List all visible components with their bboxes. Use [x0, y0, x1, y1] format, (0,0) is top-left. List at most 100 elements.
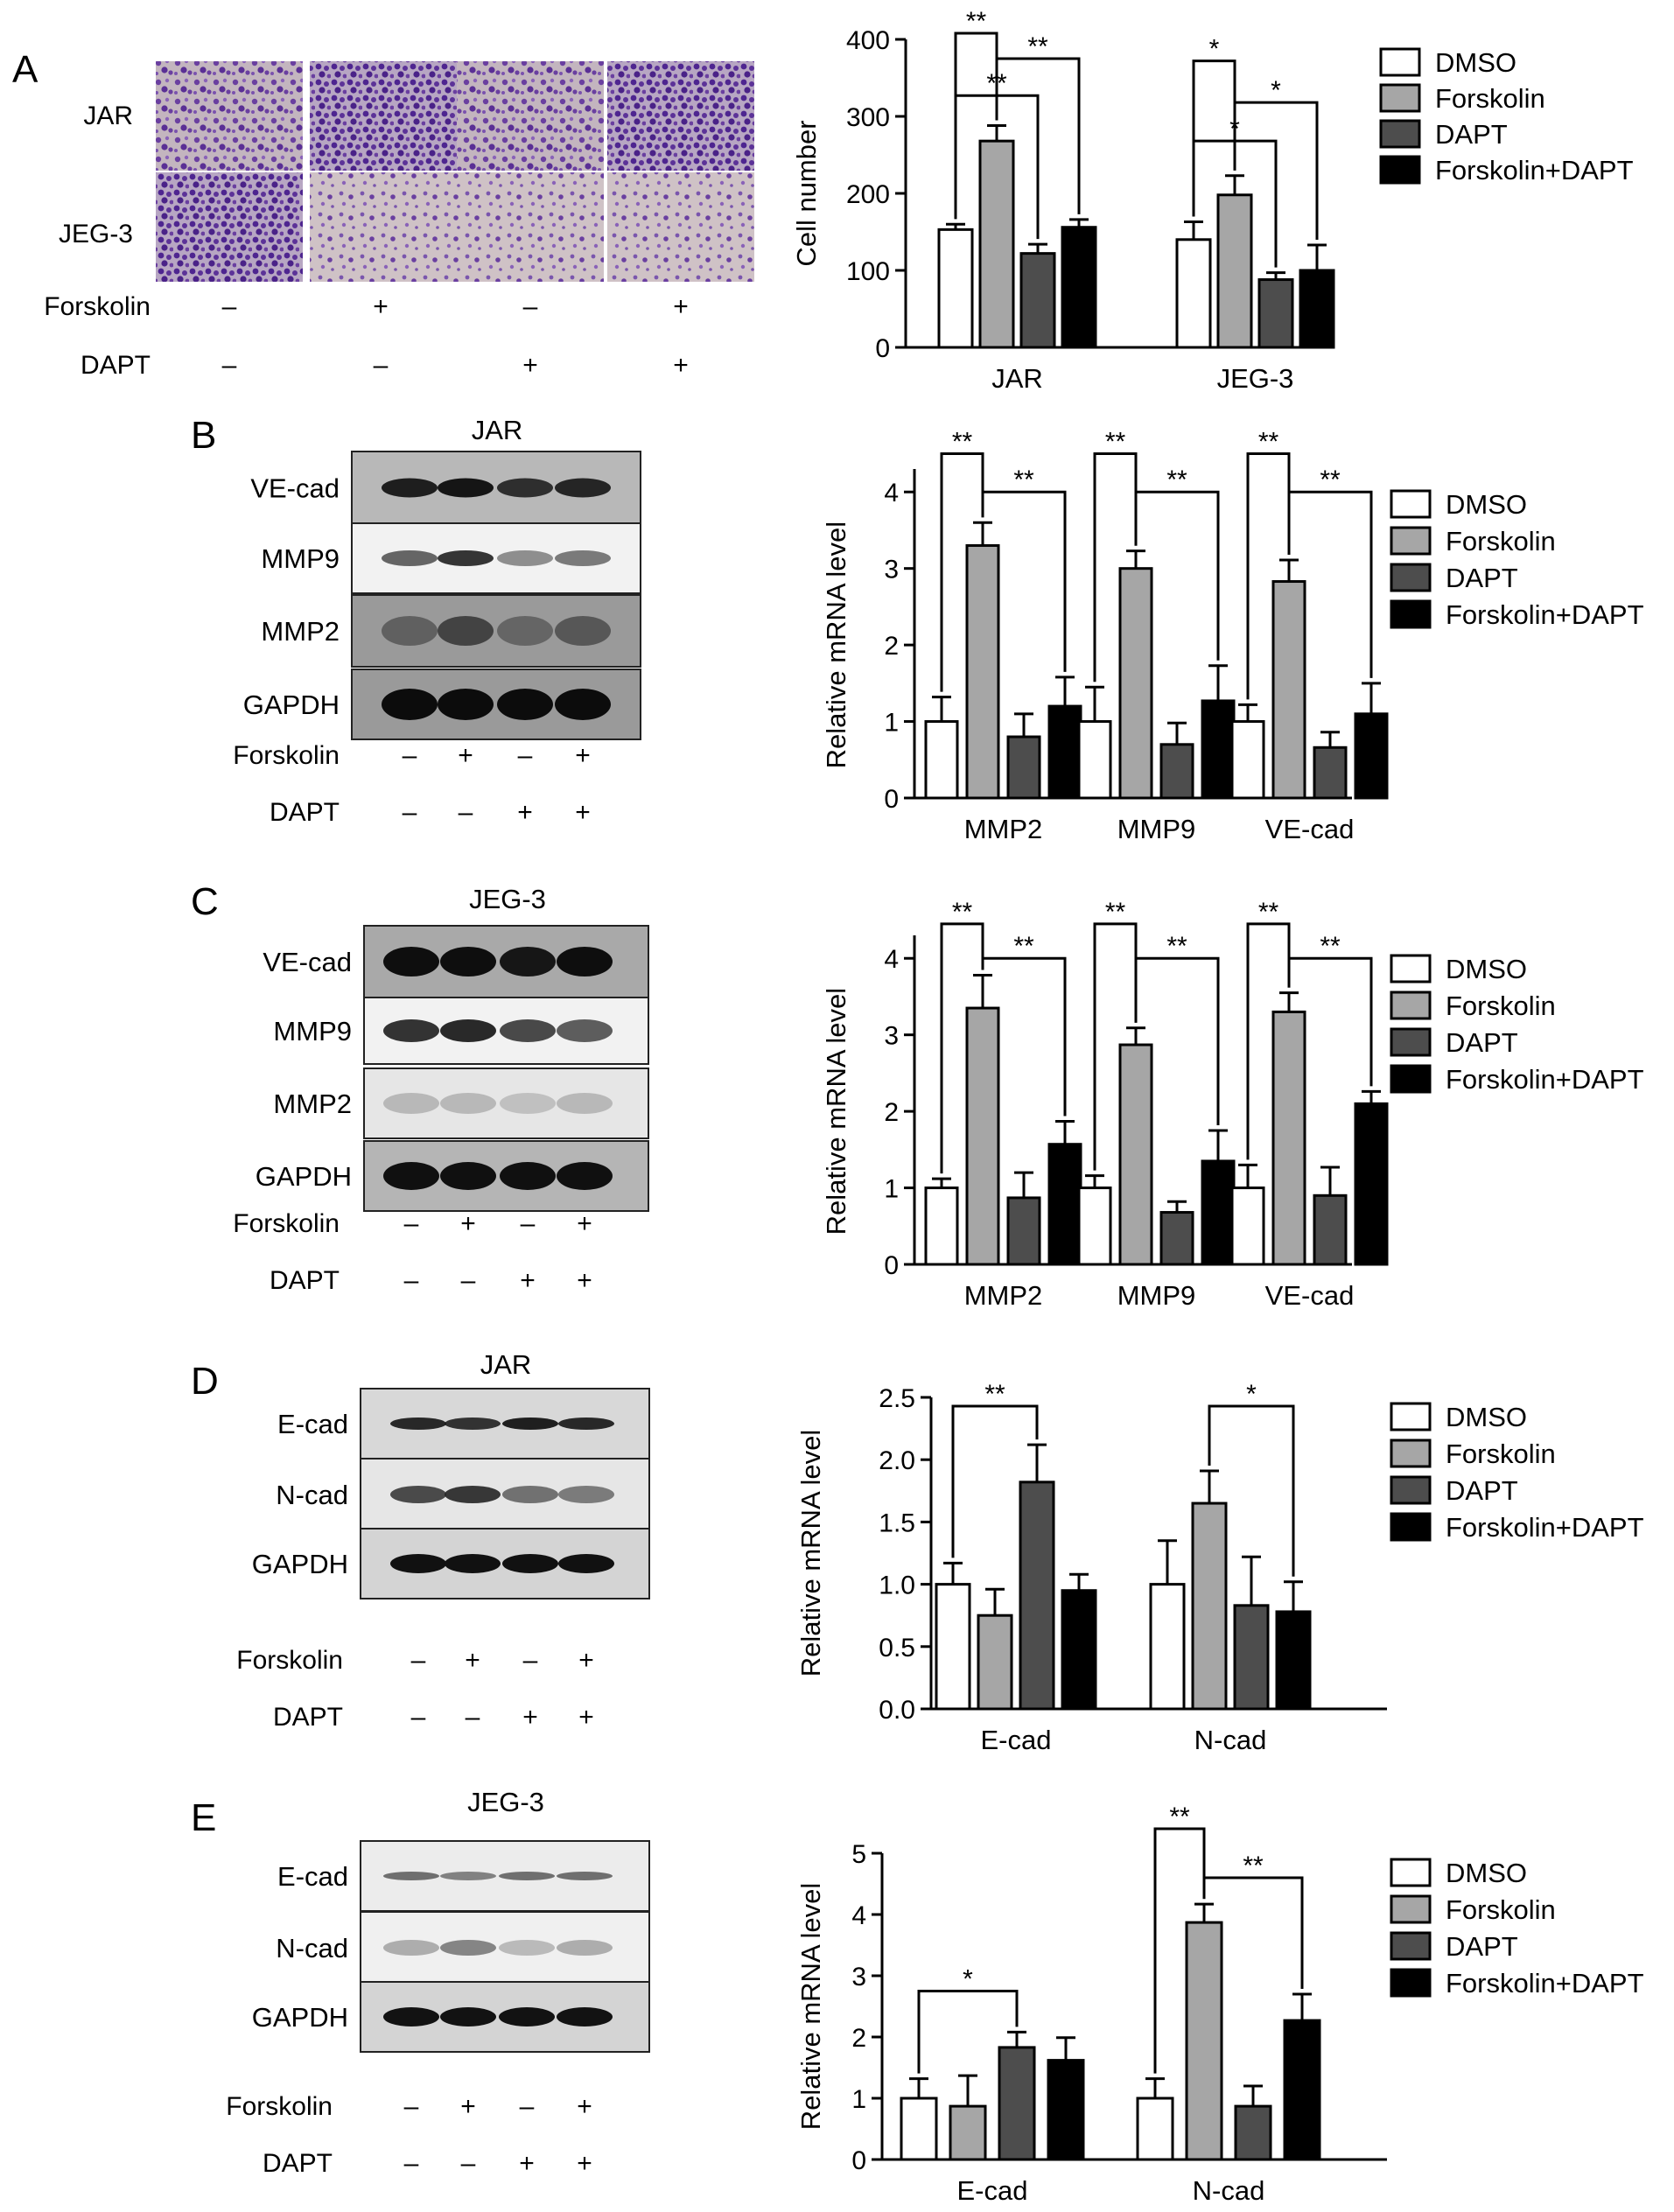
legend-swatch: [1390, 954, 1432, 984]
significance-label: **: [1105, 898, 1126, 927]
blot-C-forskolin-sign: –: [521, 1209, 536, 1238]
blot-D-forskolin-sign: –: [523, 1646, 538, 1675]
blot-C-dapt-label: DAPT: [270, 1266, 340, 1295]
protein-band: [382, 550, 438, 566]
protein-band: [558, 1486, 614, 1503]
transwell-micrograph: [607, 172, 754, 282]
significance-bracket: [1287, 490, 1373, 678]
blot-E-forskolin-sign: +: [577, 2092, 592, 2121]
bar: [1271, 1010, 1306, 1266]
panel-letter-D: D: [191, 1360, 219, 1403]
blot-D-forskolin-sign: –: [411, 1646, 426, 1675]
blot-title-D: JAR: [480, 1349, 532, 1380]
protein-band: [382, 616, 438, 646]
legend-label: DAPT: [1446, 1027, 1518, 1058]
legend-label: DAPT: [1446, 1475, 1518, 1506]
legend-swatch: [1390, 599, 1432, 629]
protein-band: [497, 550, 553, 566]
y-tick-label: 100: [846, 257, 890, 286]
y-tick-label: 0: [851, 2146, 866, 2175]
significance-bracket: [1202, 1876, 1304, 1989]
y-tick-label: 2: [851, 2024, 866, 2053]
protein-band: [497, 689, 553, 720]
protein-band: [499, 1940, 555, 1956]
protein-band: [438, 550, 494, 566]
significance-label: *: [1209, 35, 1220, 64]
bar: [1216, 193, 1253, 349]
y-tick-label: 1.0: [879, 1572, 915, 1600]
legend-swatch: [1390, 990, 1432, 1020]
legend-swatch: [1379, 47, 1421, 77]
bar: [1061, 226, 1097, 349]
blot-D-forskolin-label: Forskolin: [236, 1646, 343, 1675]
significance-label: **: [1013, 932, 1034, 961]
significance-label: **: [1013, 466, 1034, 494]
panel-a-forskolin-sign: +: [373, 292, 389, 321]
x-tick-label: N-cad: [1194, 1725, 1267, 1755]
bar: [949, 2104, 987, 2161]
band-label: VE-cad: [263, 947, 352, 977]
y-tick-label: 0: [875, 334, 890, 363]
bar: [965, 1006, 1000, 1266]
protein-band: [440, 1019, 496, 1042]
blot-B-forskolin-sign: –: [403, 741, 417, 770]
bar: [1313, 1194, 1348, 1266]
blot-C-dapt-sign: +: [520, 1266, 536, 1295]
y-axis-label: Relative mRNA level: [795, 1883, 826, 2131]
protein-band: [499, 1872, 555, 1880]
panel-a-dapt-sign: +: [522, 351, 538, 380]
legend-label: DAPT: [1446, 563, 1518, 593]
x-tick-label: MMP2: [964, 1280, 1043, 1311]
legend-label: Forskolin: [1446, 990, 1556, 1021]
protein-band: [438, 478, 494, 498]
bar: [1230, 720, 1265, 800]
significance-label: **: [1169, 1802, 1190, 1831]
panel-a-forskolin-sign: +: [673, 292, 689, 321]
bar: [1019, 1480, 1055, 1711]
panel-a-dapt-label: DAPT: [81, 351, 151, 380]
bar: [1257, 278, 1294, 349]
bar: [1077, 720, 1112, 800]
y-tick-label: 2.0: [879, 1446, 915, 1475]
significance-bracket: [951, 1404, 1039, 1558]
blot-E-forskolin-sign: +: [460, 2092, 476, 2121]
legend-swatch: [1379, 155, 1421, 185]
band-label: N-cad: [276, 1480, 348, 1510]
blot-B-dapt-sign: +: [575, 798, 591, 827]
bar: [1283, 2019, 1321, 2161]
bar: [937, 228, 974, 349]
bar: [1354, 1102, 1389, 1266]
x-tick-label: JAR: [991, 363, 1043, 394]
band-label: GAPDH: [243, 690, 340, 720]
protein-band: [390, 1486, 446, 1503]
bar: [1019, 252, 1056, 349]
y-axis-label: Cell number: [791, 120, 822, 266]
blot-D-dapt-label: DAPT: [273, 1703, 343, 1732]
y-tick-label: 2: [884, 632, 899, 661]
y-tick-label: 5: [851, 1840, 866, 1869]
blot-title-C: JEG-3: [469, 884, 546, 914]
bar: [1136, 2096, 1174, 2161]
panel-a-dapt-sign: –: [374, 351, 389, 380]
protein-band: [557, 1019, 613, 1042]
western-blot-E: JEG-3 E-cad N-cad GAPDH: [252, 1787, 650, 2053]
bar: [1006, 735, 1041, 800]
significance-label: **: [984, 1380, 1005, 1409]
legend-label: Forskolin+DAPT: [1446, 1064, 1644, 1095]
legend-swatch: [1379, 119, 1421, 149]
panel-a-forskolin-label: Forskolin: [44, 292, 151, 321]
panel-a-forskolin-sign: –: [523, 292, 538, 321]
bar: [1234, 2104, 1272, 2161]
transwell-micrograph: [156, 61, 303, 171]
bar: [1159, 743, 1194, 800]
band-label: MMP9: [261, 543, 340, 574]
blot-E-dapt-sign: –: [404, 2149, 419, 2178]
blot-B-forskolin-sign: +: [575, 741, 591, 770]
panel-letter-A: A: [12, 48, 39, 91]
legend-label: DMSO: [1446, 1858, 1527, 1888]
significance-label: **: [1258, 428, 1279, 457]
legend-swatch: [1390, 563, 1432, 592]
x-tick-label: MMP9: [1117, 1280, 1196, 1311]
micrograph-row-label-jar: JAR: [83, 102, 133, 130]
